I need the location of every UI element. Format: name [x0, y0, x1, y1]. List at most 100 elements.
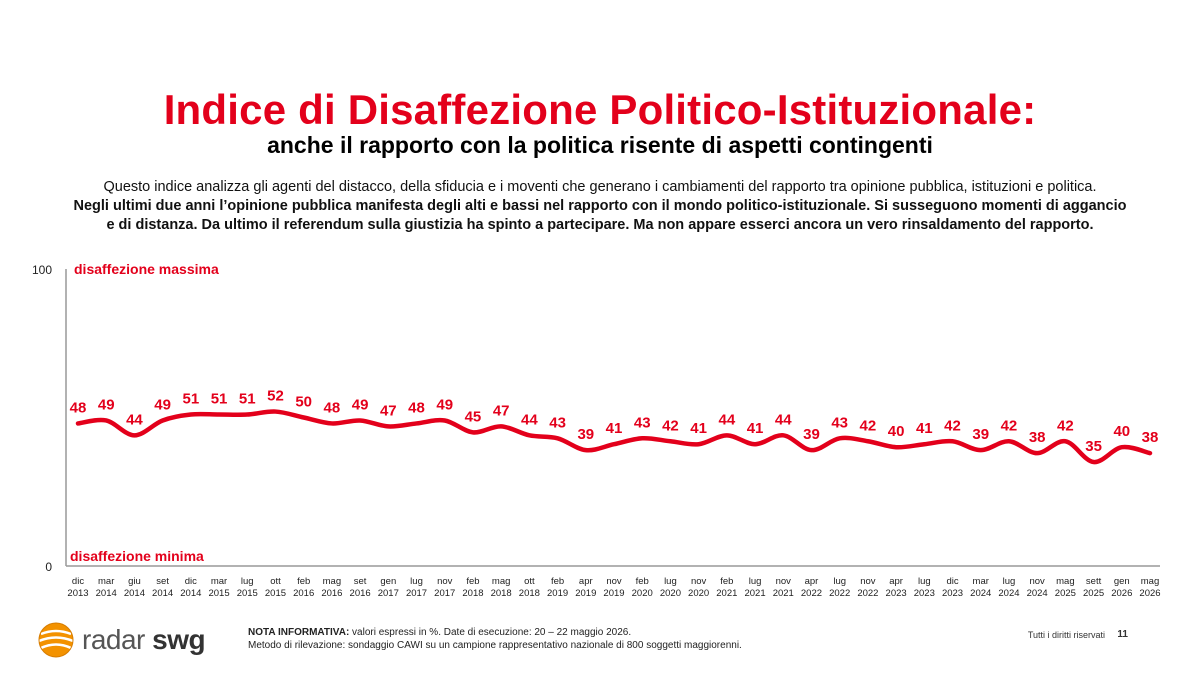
x-axis-labels: dic2013mar2014giu2014set2014dic2014mar20… — [67, 576, 1160, 599]
intro-line-1: Questo indice analizza gli agenti del di… — [103, 179, 1097, 195]
x-tick-month: lug — [664, 576, 677, 587]
intro-line-3: e di distanza. Da ultimo il referendum s… — [106, 217, 1094, 233]
x-tick-month: set — [354, 576, 367, 587]
x-tick-month: feb — [551, 576, 564, 587]
logo-swg-text: swg — [152, 624, 206, 655]
data-label: 35 — [1085, 438, 1102, 455]
x-tick-month: dic — [946, 576, 958, 587]
label-disaffezione-minima: disaffezione minima — [70, 548, 204, 564]
x-tick-month: nov — [860, 576, 876, 587]
x-tick-year: 2024 — [998, 588, 1019, 599]
note-label: NOTA INFORMATIVA: — [248, 627, 350, 638]
x-tick-year: 2025 — [1083, 588, 1104, 599]
x-tick-month: nov — [437, 576, 453, 587]
note-block: NOTA INFORMATIVA: valori espressi in %. … — [248, 626, 742, 652]
y-tick-label: 0 — [45, 560, 52, 574]
x-tick-month: feb — [636, 576, 649, 587]
data-label: 44 — [521, 411, 538, 428]
x-tick-year: 2019 — [603, 588, 624, 599]
x-tick-year: 2019 — [547, 588, 568, 599]
x-tick-month: lug — [749, 576, 762, 587]
x-tick-month: gen — [1114, 576, 1130, 587]
data-label: 42 — [860, 417, 877, 434]
x-tick-year: 2019 — [575, 588, 596, 599]
logo-wordmark: radar swg — [82, 624, 206, 656]
intro-line-2: Negli ultimi due anni l’opinione pubblic… — [73, 198, 1127, 214]
x-tick-month: lug — [833, 576, 846, 587]
data-label: 43 — [634, 414, 651, 431]
x-tick-month: feb — [720, 576, 733, 587]
x-tick-year: 2026 — [1139, 588, 1160, 599]
method-text: Metodo di rilevazione: sondaggio CAWI su… — [248, 640, 742, 651]
x-tick-month: mag — [323, 576, 341, 587]
x-tick-month: lug — [918, 576, 931, 587]
data-label: 48 — [324, 399, 341, 416]
x-tick-year: 2016 — [293, 588, 314, 599]
data-label: 51 — [211, 391, 228, 408]
x-tick-month: set — [156, 576, 169, 587]
intro-text: Questo indice analizza gli agenti del di… — [0, 178, 1200, 235]
x-tick-month: nov — [1029, 576, 1045, 587]
data-label: 48 — [70, 399, 87, 416]
x-tick-month: apr — [805, 576, 819, 587]
x-tick-year: 2014 — [124, 588, 145, 599]
data-label: 42 — [1001, 417, 1018, 434]
x-tick-month: giu — [128, 576, 141, 587]
x-tick-month: feb — [297, 576, 310, 587]
x-tick-year: 2016 — [350, 588, 371, 599]
radar-swg-logo: radar swg — [36, 620, 206, 660]
data-label: 41 — [606, 420, 623, 437]
note-line: NOTA INFORMATIVA: valori espressi in %. … — [248, 626, 742, 639]
x-tick-month: gen — [380, 576, 396, 587]
chart-axes: 100 0 disaffezione massima disaffezione min… — [32, 261, 1160, 574]
note-text: valori espressi in %. Date di esecuzione… — [349, 627, 632, 638]
x-tick-month: apr — [579, 576, 593, 587]
page-subtitle: anche il rapporto con la politica risent… — [267, 132, 933, 158]
x-tick-year: 2022 — [829, 588, 850, 599]
x-tick-year: 2015 — [265, 588, 286, 599]
rights-text: Tutti i diritti riservati — [1027, 630, 1105, 640]
x-tick-year: 2021 — [744, 588, 765, 599]
x-tick-year: 2013 — [67, 588, 88, 599]
data-label: 41 — [747, 420, 764, 437]
footer: radar swg NOTA INFORMATIVA: valori espre… — [0, 612, 1200, 675]
data-label: 50 — [295, 394, 312, 411]
data-label: 47 — [493, 402, 510, 419]
series-line — [75, 409, 1153, 465]
page-number: 11 — [1117, 629, 1128, 640]
x-tick-year: 2017 — [434, 588, 455, 599]
x-tick-year: 2018 — [462, 588, 483, 599]
x-tick-month: dic — [72, 576, 84, 587]
x-tick-year: 2016 — [321, 588, 342, 599]
x-tick-year: 2020 — [660, 588, 681, 599]
x-tick-month: mag — [1141, 576, 1159, 587]
x-tick-year: 2020 — [688, 588, 709, 599]
data-label: 41 — [916, 420, 933, 437]
x-tick-month: lug — [1003, 576, 1016, 587]
data-label: 39 — [577, 426, 594, 443]
page-title: Indice di Disaffezione Politico-Istituzi… — [163, 86, 1037, 133]
data-label: 38 — [1142, 429, 1159, 446]
x-tick-year: 2021 — [716, 588, 737, 599]
x-tick-year: 2021 — [773, 588, 794, 599]
x-tick-year: 2023 — [914, 588, 935, 599]
x-tick-month: ott — [524, 576, 535, 587]
data-label: 51 — [239, 391, 256, 408]
data-label: 39 — [972, 426, 989, 443]
x-tick-year: 2018 — [519, 588, 540, 599]
x-tick-year: 2023 — [886, 588, 907, 599]
data-label: 49 — [352, 396, 369, 413]
data-labels: 48 49 44 49 51 51 51 52 50 48 49 47 48 49 45 47 44 43 39 41… — [70, 388, 1159, 455]
data-label: 44 — [775, 411, 792, 428]
x-tick-month: nov — [606, 576, 622, 587]
data-label: 47 — [380, 402, 397, 419]
x-tick-month: mag — [1056, 576, 1074, 587]
data-label: 44 — [126, 411, 143, 428]
data-label: 39 — [803, 426, 820, 443]
data-label: 49 — [436, 396, 453, 413]
data-label: 41 — [690, 420, 707, 437]
x-tick-year: 2015 — [237, 588, 258, 599]
label-disaffezione-massima: disaffezione massima — [74, 261, 219, 277]
x-tick-year: 2022 — [857, 588, 878, 599]
x-tick-month: mar — [211, 576, 227, 587]
